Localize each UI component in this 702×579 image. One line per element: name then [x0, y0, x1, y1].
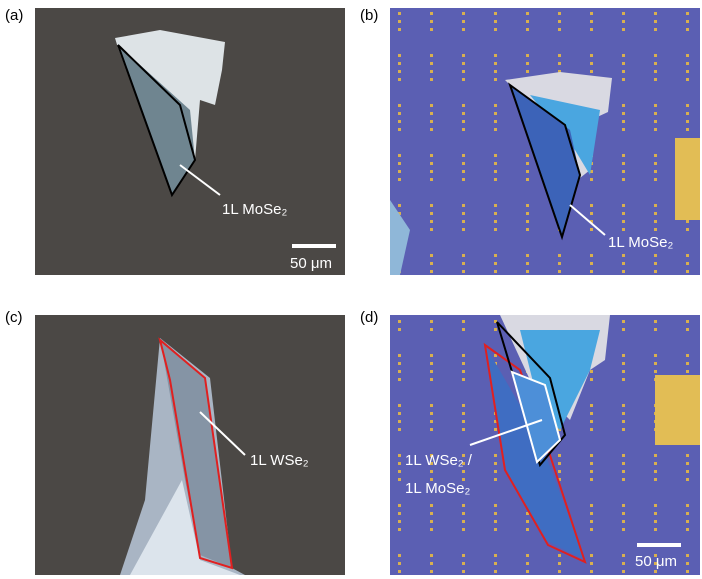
- panel-c: 1L WSe₂ (c): [5, 309, 345, 575]
- panel-label: (b): [360, 7, 378, 24]
- panel-label: (c): [5, 309, 23, 326]
- panel-d: 1L WSe₂ / 1L MoSe₂ 50 μm (d): [360, 309, 700, 575]
- electrode: [655, 400, 680, 445]
- annotation: 1L MoSe₂: [222, 201, 287, 218]
- panel-label: (d): [360, 309, 378, 326]
- annotation: 1L MoSe₂: [608, 234, 673, 251]
- electrode: [675, 138, 702, 220]
- panel-a: 1L MoSe₂ 50 μm (a): [5, 7, 345, 275]
- annotation: 1L MoSe₂: [405, 480, 470, 497]
- scale-label: 50 μm: [290, 255, 332, 272]
- panel-b: 1L MoSe₂ (b): [360, 7, 702, 275]
- annotation: 1L WSe₂ /: [405, 452, 473, 469]
- figure: 1L MoSe₂ 50 μm (a) 1L MoSe₂ (b) 1L WSe₂ …: [0, 0, 702, 579]
- annotation: 1L WSe₂: [250, 452, 309, 469]
- panel-label: (a): [5, 7, 23, 24]
- scale-label: 50 μm: [635, 553, 677, 570]
